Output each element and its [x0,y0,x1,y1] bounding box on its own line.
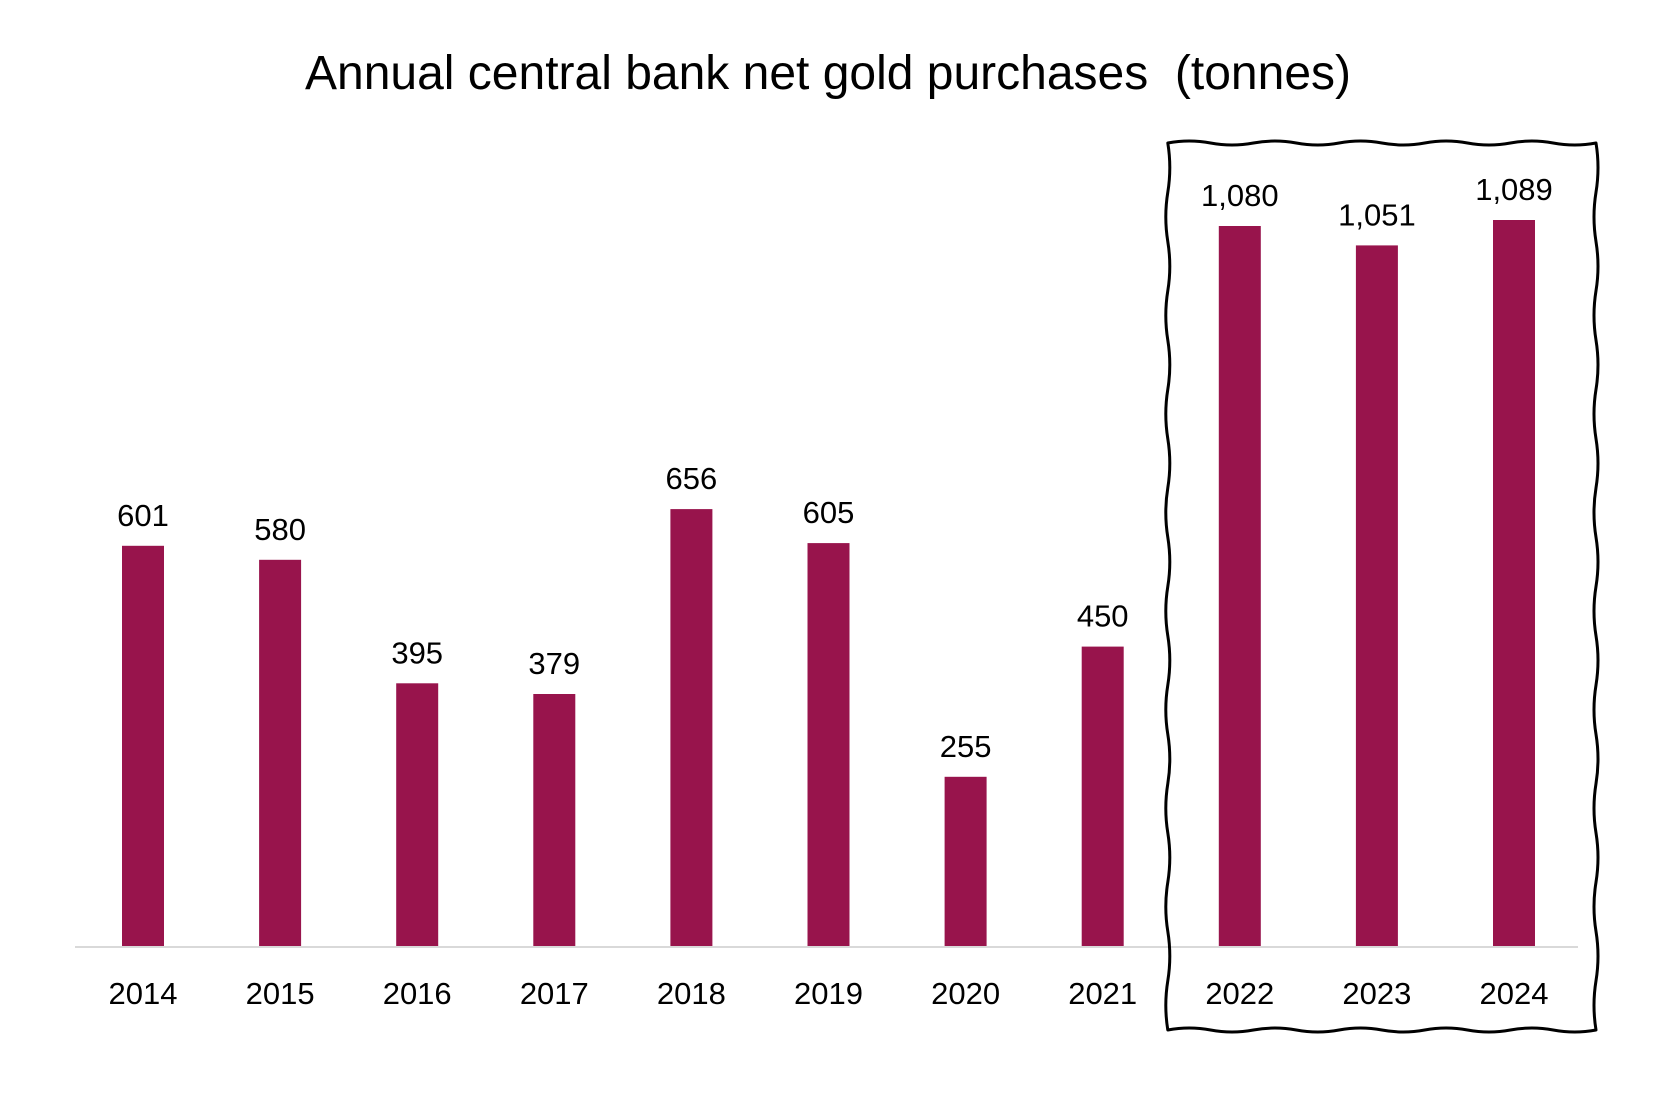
bar-2020 [944,776,987,947]
bar-2024 [1493,220,1535,947]
x-tick-label-2015: 2015 [246,976,315,1011]
x-tick-label-2020: 2020 [931,976,1000,1011]
x-tick-label-2021: 2021 [1068,976,1137,1011]
data-label-2021: 450 [1077,599,1129,634]
bar-2014 [122,545,164,947]
data-label-2016: 395 [391,635,443,670]
bar-2017 [533,694,576,947]
bar-2018 [670,509,713,947]
x-tick-label-2016: 2016 [383,976,452,1011]
data-label-2020: 255 [940,729,992,764]
data-label-2023: 1,051 [1338,197,1416,232]
data-label-2022: 1,080 [1201,178,1279,213]
bar-2023 [1355,245,1398,947]
x-tick-label-2019: 2019 [794,976,863,1011]
chart-title: Annual central bank net gold purchases (… [305,47,1351,100]
x-tick-label-2022: 2022 [1205,976,1274,1011]
x-tick-label-2023: 2023 [1342,976,1411,1011]
x-tick-label-2018: 2018 [657,976,726,1011]
data-label-2015: 580 [254,512,306,547]
data-label-2024: 1,089 [1475,172,1553,207]
highlight-frame [1164,139,1600,1034]
data-label-2018: 656 [666,461,718,496]
bar-2022 [1218,226,1261,947]
x-tick-label-2024: 2024 [1480,976,1549,1011]
bar-2016 [396,683,439,947]
data-label-2019: 605 [803,495,855,530]
labels-layer: 601 2014 580 2015 395 2016 379 2017 656 2018 605 20… [109,172,1553,1011]
data-label-2017: 379 [528,646,580,681]
bars-layer [122,220,1535,947]
x-tick-label-2017: 2017 [520,976,589,1011]
bar-2021 [1081,646,1124,947]
x-tick-label-2014: 2014 [109,976,178,1011]
bar-2015 [259,559,302,947]
data-label-2014: 601 [117,498,169,533]
bar-2019 [807,543,850,947]
